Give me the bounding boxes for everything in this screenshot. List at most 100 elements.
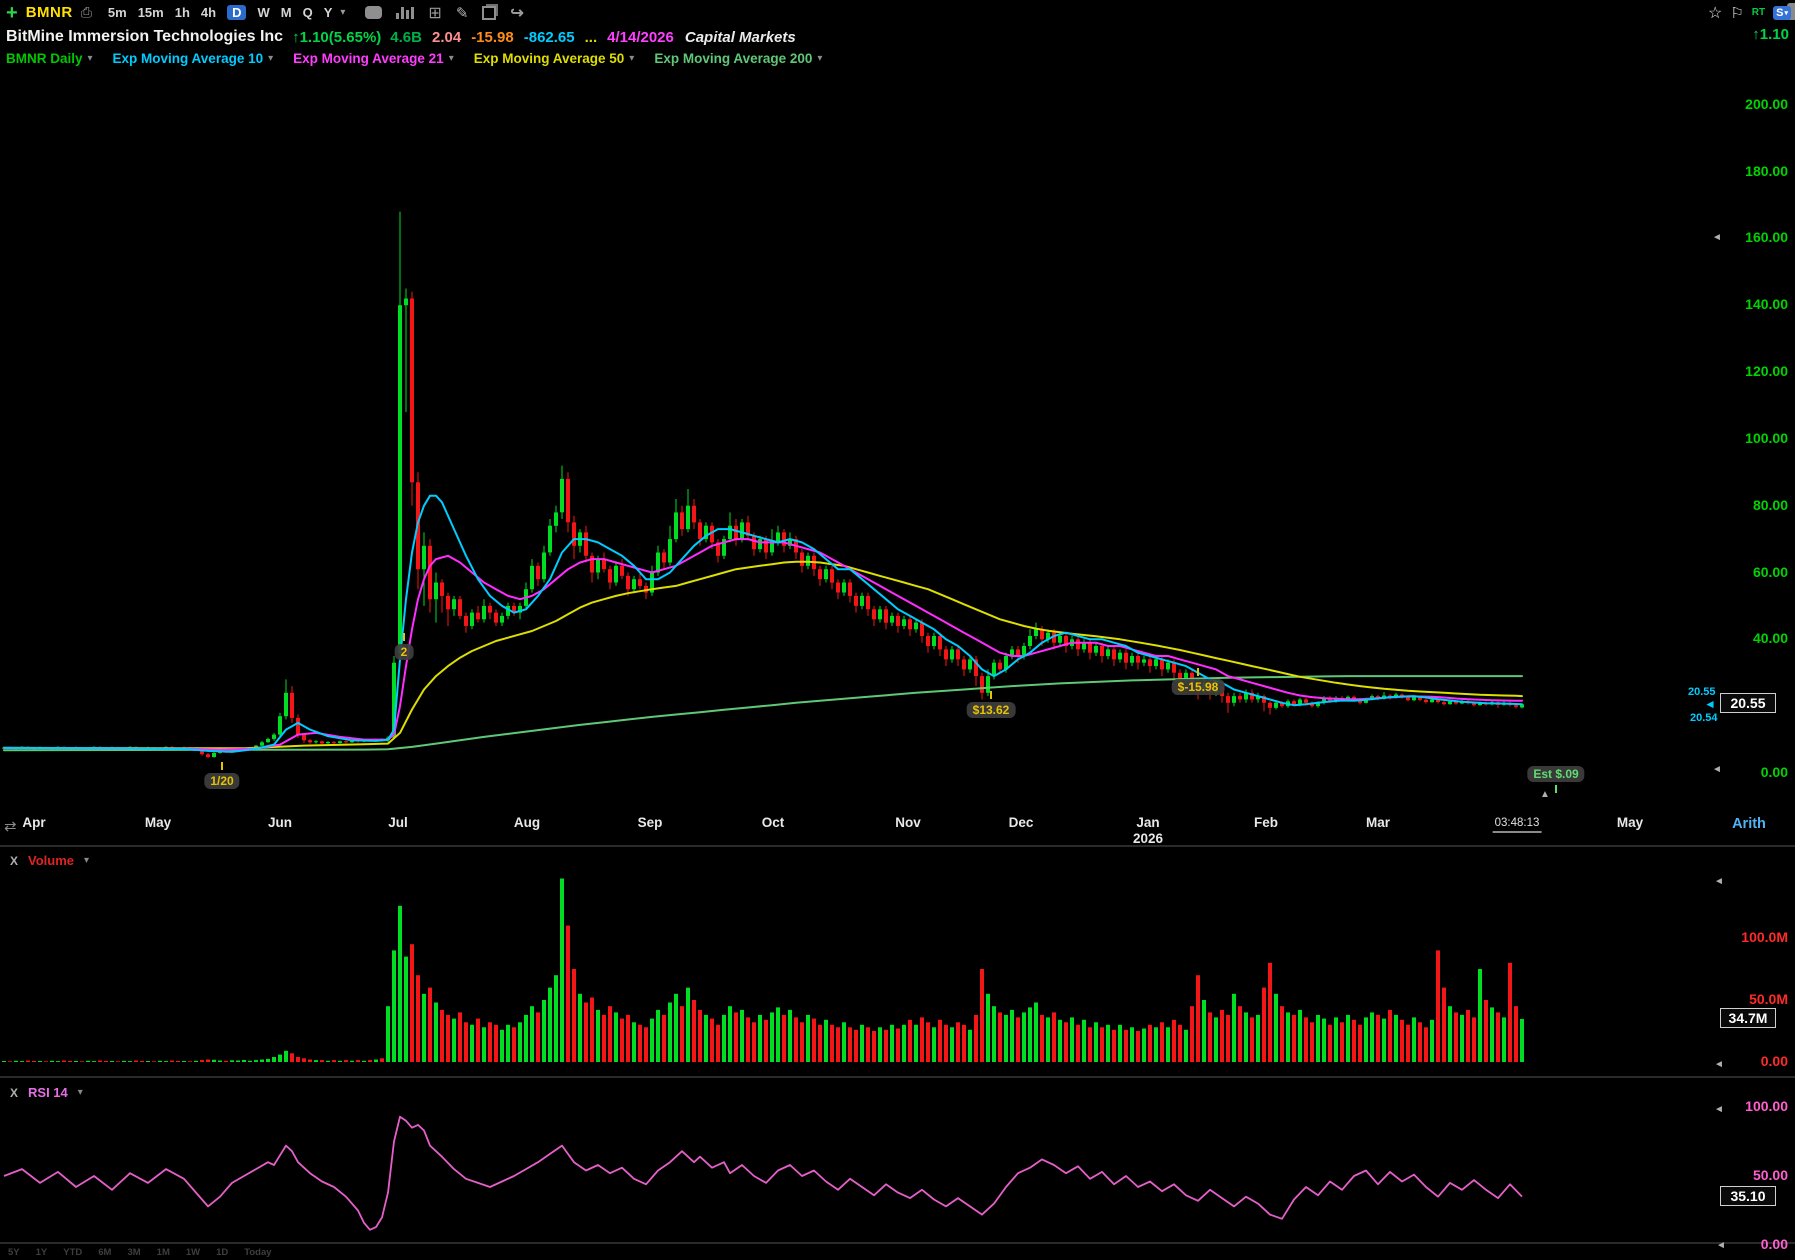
volume-panel-title[interactable]: Volume	[28, 853, 75, 868]
month-label-feb: Feb	[1253, 815, 1279, 830]
toolbar-icons: ⊞ ✎ ↪	[365, 3, 524, 23]
range-1d[interactable]: 1D	[216, 1247, 229, 1258]
price-axis-label: 180.00	[1745, 162, 1788, 179]
company-name: BitMine Immersion Technologies Inc	[6, 28, 284, 45]
legend-label: Exp Moving Average 200	[654, 50, 813, 66]
legend-exp-moving-average-200[interactable]: Exp Moving Average 200 ▾	[654, 51, 822, 66]
copy-chart-icon[interactable]	[482, 5, 497, 20]
bar-chart-icon[interactable]	[396, 6, 415, 19]
price-axis-label: 80.00	[1752, 496, 1788, 513]
timeframe-4h[interactable]: 4h	[200, 5, 217, 20]
month-label-aug: Aug	[513, 815, 541, 830]
volume-axis-label: 100.0M	[1741, 929, 1788, 945]
legend-bmnr-daily[interactable]: BMNR Daily ▾	[6, 51, 93, 66]
last-price-box: 20.55	[1720, 693, 1776, 713]
marker-up-icon: ▲	[1540, 789, 1550, 800]
month-label-apr: Apr	[22, 815, 46, 830]
divider	[0, 1076, 1795, 1078]
timeframe-1h[interactable]: 1h	[174, 5, 190, 20]
range-today[interactable]: Today	[244, 1247, 272, 1258]
month-label-jan: Jan	[1136, 815, 1160, 830]
draw-icon[interactable]: ✎	[455, 4, 469, 22]
range-3m[interactable]: 3M	[127, 1247, 141, 1258]
month-label-oct: Oct	[761, 815, 785, 830]
price-axis-label: 60.00	[1752, 563, 1788, 580]
legend-exp-moving-average-10[interactable]: Exp Moving Average 10 ▾	[113, 51, 274, 66]
range-5y[interactable]: 5Y	[8, 1247, 20, 1258]
reset-zoom-icon[interactable]: ⇄	[4, 818, 17, 835]
month-label-nov: Nov	[895, 815, 921, 830]
flag-icon[interactable]: ⚐	[1730, 4, 1744, 22]
legend-label: Exp Moving Average 50	[473, 50, 625, 66]
volume-axis-label: 50.0M	[1749, 991, 1788, 1007]
favorite-star-icon[interactable]: ☆	[1708, 4, 1723, 22]
price-axis-label: 120.00	[1745, 363, 1788, 380]
legend-label: Exp Moving Average 21	[293, 50, 444, 66]
legend-exp-moving-average-21[interactable]: Exp Moving Average 21 ▾	[293, 51, 454, 66]
rsi-caret-icon[interactable]: ▾	[77, 1087, 83, 1098]
title-stat-3: -862.65	[523, 28, 575, 46]
realtime-badge: RT	[1751, 7, 1766, 18]
add-symbol-icon[interactable]: +	[6, 1, 18, 24]
annotation-1598: $-15.98	[1171, 679, 1225, 695]
month-label-dec: Dec	[1008, 815, 1034, 830]
last-price-arrow-icon: ◄	[1704, 697, 1716, 711]
price-axis-label: 0.00	[1760, 764, 1788, 780]
range-6m[interactable]: 6M	[98, 1247, 112, 1258]
range-1m[interactable]: 1M	[156, 1247, 170, 1258]
print-icon[interactable]: ⎙	[80, 4, 92, 20]
timeframe-buttons: 5m 15m 1h 4h D W M Q Y	[108, 5, 332, 20]
indicator-legend: BMNR Daily ▾ Exp Moving Average 10 ▾ Exp Mov…	[6, 49, 822, 67]
rsi-close-button[interactable]: X	[10, 1085, 19, 1100]
price-axis-label: 200.00	[1745, 95, 1788, 112]
marker-left-icon: ◄	[1716, 1240, 1726, 1251]
title-stat-5: 4/14/2026	[607, 28, 674, 46]
marker-left-icon: ◄	[1714, 1104, 1724, 1115]
month-label-sep: Sep	[637, 815, 663, 830]
last-rsi-box: 35.10	[1720, 1186, 1776, 1206]
title-stat-2: -15.98	[471, 28, 514, 46]
volume-caret-icon[interactable]: ▾	[84, 855, 90, 866]
legend-exp-moving-average-50[interactable]: Exp Moving Average 50 ▾	[474, 51, 635, 66]
timeframe-15m[interactable]: 15m	[137, 5, 164, 20]
volume-close-button[interactable]: X	[10, 853, 19, 868]
annotation-120: 1/20	[204, 773, 240, 789]
range-shortcuts: 5Y 1Y YTD 6M 3M 1M 1W 1D Today	[8, 1247, 272, 1258]
timeframe-d[interactable]: D	[227, 5, 247, 20]
chevron-down-icon[interactable]: ▾	[448, 52, 454, 64]
annotation-tick	[1197, 668, 1199, 676]
price-axis-label: 100.00	[1745, 429, 1788, 446]
chevron-down-icon[interactable]: ▾	[817, 52, 823, 64]
chevron-down-icon[interactable]: ▾	[87, 52, 93, 64]
rsi-axis-label: 0.00	[1760, 1236, 1788, 1252]
scale-type-label[interactable]: Arith	[1732, 816, 1766, 832]
chevron-down-icon[interactable]: ▾	[268, 52, 274, 64]
timeframe-caret-icon[interactable]: ▾	[340, 7, 346, 18]
candle-countdown-timer: 03:48:13	[1492, 817, 1542, 833]
add-table-icon[interactable]: ⊞	[428, 4, 442, 22]
range-1w[interactable]: 1W	[185, 1247, 201, 1258]
tv-chart-icon[interactable]	[365, 6, 383, 19]
timeframe-m[interactable]: M	[280, 5, 292, 20]
timeframe-5m[interactable]: 5m	[107, 5, 127, 20]
stream-badge[interactable]: S ▾	[1773, 5, 1791, 20]
annotation-1362: $13.62	[966, 702, 1016, 718]
title-stat-0: 4.6B	[390, 28, 422, 46]
annotation-2: 2	[394, 644, 414, 660]
timeframe-q[interactable]: Q	[302, 5, 313, 20]
year-label: 2026	[1132, 831, 1164, 846]
annotation-tick	[221, 762, 223, 770]
range-ytd[interactable]: YTD	[63, 1247, 83, 1258]
marker-left-icon: ◄	[1712, 764, 1722, 775]
rsi-panel-title[interactable]: RSI 14	[28, 1085, 68, 1100]
month-label-jun: Jun	[267, 815, 293, 830]
clipped-edge-icon	[1787, 3, 1795, 20]
chevron-down-icon[interactable]: ▾	[629, 52, 635, 64]
range-1y[interactable]: 1Y	[35, 1247, 48, 1258]
price-change: ↑1.10(5.65%)	[292, 28, 382, 46]
share-icon[interactable]: ↪	[510, 4, 524, 22]
timeframe-y[interactable]: Y	[323, 5, 333, 20]
timeframe-w[interactable]: W	[257, 5, 270, 20]
symbol-label[interactable]: BMNR	[25, 4, 73, 21]
